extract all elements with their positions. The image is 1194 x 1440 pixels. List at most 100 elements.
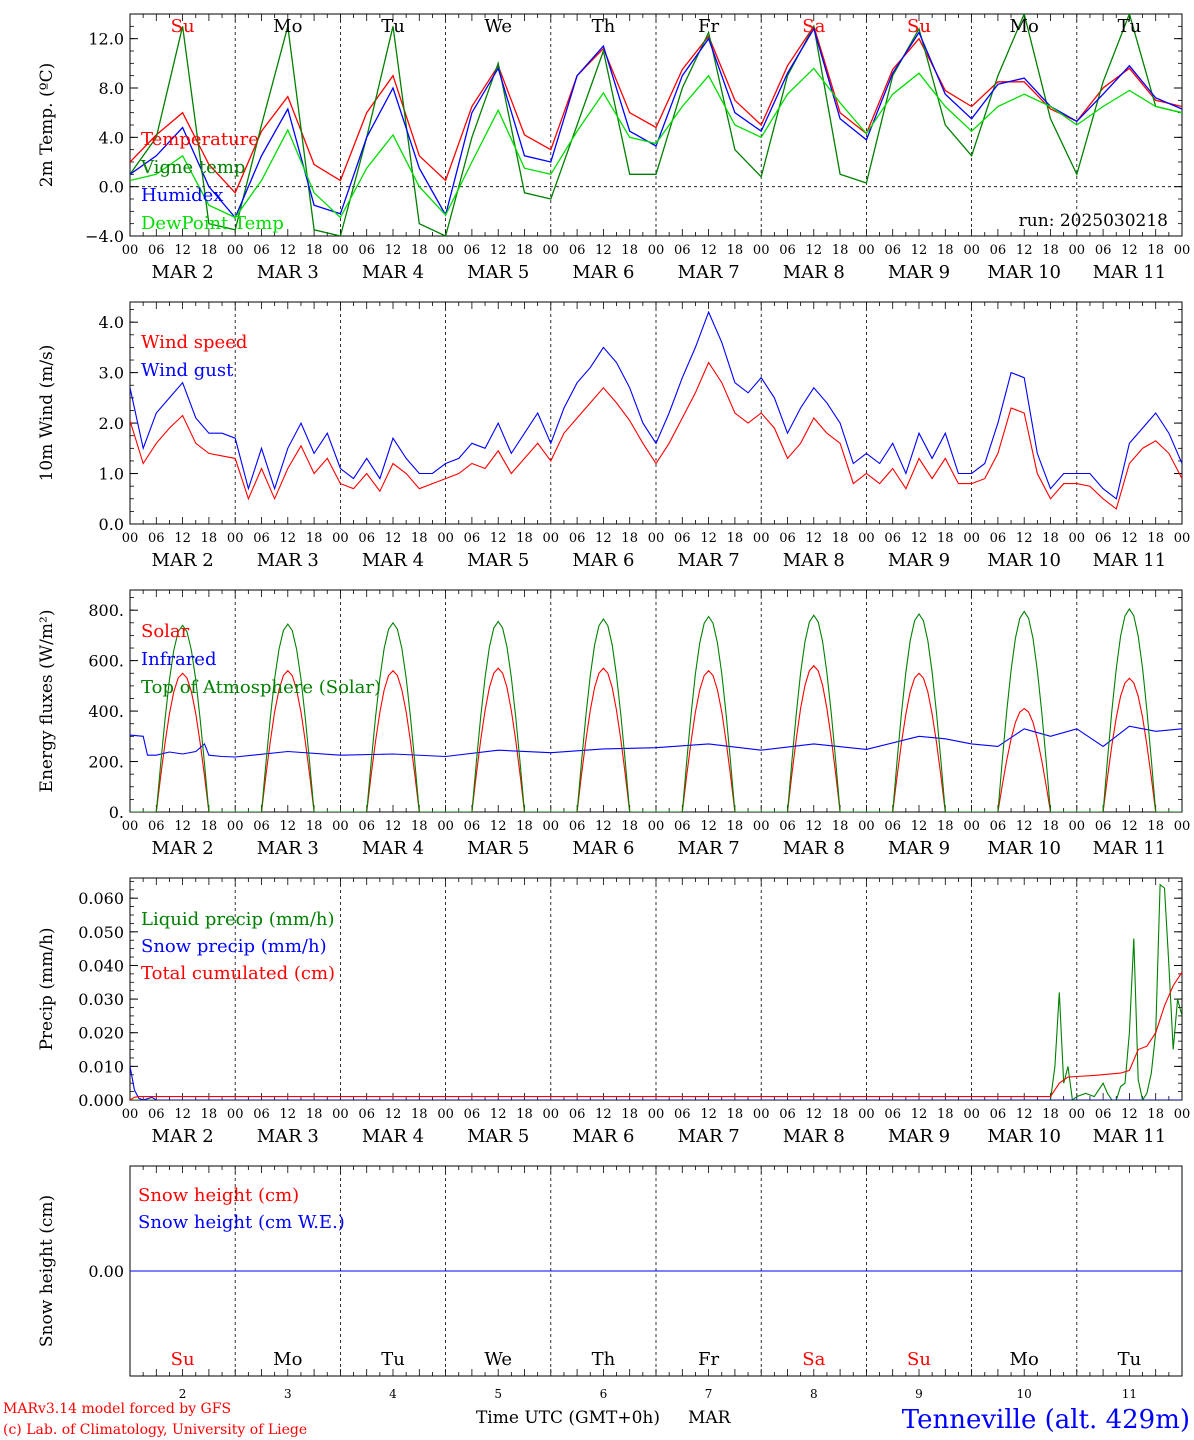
panel-4: 0.000 0.010 0.020 0.030 0.040 0.050 0.060 Preci… [37, 877, 1190, 1147]
hour-tick-label: 00 [1174, 243, 1191, 258]
y-tick-label: 2.0 [99, 414, 124, 433]
hour-tick-label: 06 [884, 243, 901, 258]
y-tick-label: 0. [109, 803, 124, 822]
weekday-label: Mo [1010, 16, 1039, 37]
hour-tick-label: 18 [1042, 531, 1059, 546]
y-tick-label: 0.010 [78, 1057, 124, 1076]
hour-tick-label: 06 [464, 819, 481, 834]
date-label: MAR 10 [987, 262, 1061, 283]
hour-tick-label: 00 [1069, 819, 1086, 834]
series-wind-speed [130, 361, 1182, 510]
hour-tick-label: 12 [174, 819, 191, 834]
weekday-label: Sa [802, 1349, 825, 1370]
date-label: MAR 8 [783, 1126, 845, 1147]
date-label: MAR 10 [987, 838, 1061, 859]
hour-tick-label: 00 [963, 819, 980, 834]
hour-tick-label: 12 [490, 243, 507, 258]
hour-tick-label: 12 [700, 819, 717, 834]
hour-tick-label: 18 [306, 531, 323, 546]
legend-entry: Snow height (cm) [138, 1185, 299, 1206]
date-label: MAR 4 [362, 1126, 424, 1147]
hour-tick-label: 18 [306, 1107, 323, 1122]
hour-tick-label: 06 [1095, 1107, 1112, 1122]
date-label: MAR 3 [257, 550, 319, 571]
hour-tick-label: 00 [648, 1107, 665, 1122]
hour-tick-label: 06 [674, 243, 691, 258]
hour-tick-label: 12 [174, 1107, 191, 1122]
date-label: MAR 5 [467, 1126, 529, 1147]
date-label: MAR 4 [362, 838, 424, 859]
hour-tick-label: 18 [832, 243, 849, 258]
hour-tick-label: 06 [358, 243, 375, 258]
hour-tick-label: 00 [332, 1107, 349, 1122]
hour-tick-label: 06 [779, 819, 796, 834]
date-label: MAR 2 [152, 838, 214, 859]
hour-tick-label: 18 [937, 1107, 954, 1122]
hour-tick-label: 12 [490, 531, 507, 546]
hour-tick-label: 12 [595, 1107, 612, 1122]
hour-tick-label: 06 [253, 819, 270, 834]
hour-tick-label: 18 [937, 531, 954, 546]
hour-tick-label: 06 [1095, 531, 1112, 546]
date-label: MAR 9 [888, 838, 950, 859]
series-total-cumulated-cm [130, 971, 1182, 1100]
series-group [130, 883, 1182, 1100]
hour-tick-label: 06 [779, 1107, 796, 1122]
hour-tick-label: 06 [674, 531, 691, 546]
hour-tick-label: 06 [990, 243, 1007, 258]
hour-tick-label: 00 [122, 531, 139, 546]
hour-tick-label: 18 [937, 819, 954, 834]
weekday-label: Tu [381, 16, 405, 37]
hour-tick-label: 12 [700, 531, 717, 546]
date-label: MAR 4 [362, 550, 424, 571]
run-label: run: 2025030218 [1019, 211, 1168, 231]
hour-tick-label: 00 [437, 531, 454, 546]
hour-tick-label: 12 [1121, 243, 1138, 258]
hour-tick-label: 12 [280, 243, 297, 258]
hour-tick-label: 00 [227, 531, 244, 546]
hour-tick-label: 18 [621, 1107, 638, 1122]
day-number: 7 [705, 1387, 713, 1401]
date-label: MAR 6 [572, 550, 634, 571]
hour-tick-label: 06 [779, 531, 796, 546]
hour-tick-label: 12 [280, 531, 297, 546]
station-label: Tenneville (alt. 429m) [902, 1405, 1190, 1435]
hour-tick-label: 06 [148, 531, 165, 546]
hour-tick-label: 12 [385, 531, 402, 546]
weekday-label: Fr [698, 16, 719, 37]
hour-tick-label: 00 [437, 1107, 454, 1122]
hour-tick-label: 06 [884, 819, 901, 834]
day-number: 11 [1122, 1387, 1137, 1401]
hour-tick-label: 12 [911, 243, 928, 258]
date-label: MAR 3 [257, 838, 319, 859]
hour-tick-label: 18 [832, 1107, 849, 1122]
y-axis-title: 2m Temp. (ºC) [37, 63, 57, 188]
hour-tick-label: 12 [1121, 819, 1138, 834]
hour-tick-label: 12 [806, 1107, 823, 1122]
series-snow-precip-mm-h [130, 1066, 1182, 1100]
hour-tick-label: 00 [963, 531, 980, 546]
hour-tick-label: 00 [437, 819, 454, 834]
hour-tick-label: 06 [1095, 819, 1112, 834]
hour-tick-label: 18 [621, 531, 638, 546]
hour-tick-label: 00 [648, 531, 665, 546]
hour-tick-label: 00 [122, 819, 139, 834]
legend-entry: DewPoint Temp [141, 213, 284, 234]
hour-tick-label: 00 [227, 819, 244, 834]
hour-tick-label: 06 [464, 1107, 481, 1122]
hour-tick-label: 18 [832, 819, 849, 834]
series-liquid-precip-mm-h [130, 883, 1182, 1100]
weekday-label: Mo [1010, 1349, 1039, 1370]
y-tick-label: 0.050 [78, 923, 124, 942]
hour-tick-label: 18 [201, 1107, 218, 1122]
date-label: MAR 5 [467, 550, 529, 571]
y-axis-title: Snow height (cm) [37, 1195, 57, 1347]
weekday-label: Su [171, 1349, 195, 1370]
date-label: MAR 3 [257, 262, 319, 283]
y-tick-label: 0.040 [78, 956, 124, 975]
hour-tick-label: 06 [884, 531, 901, 546]
hour-tick-label: 00 [1174, 819, 1191, 834]
hour-tick-label: 06 [674, 1107, 691, 1122]
hour-tick-label: 00 [543, 531, 560, 546]
y-tick-label: 12.0 [88, 30, 124, 49]
